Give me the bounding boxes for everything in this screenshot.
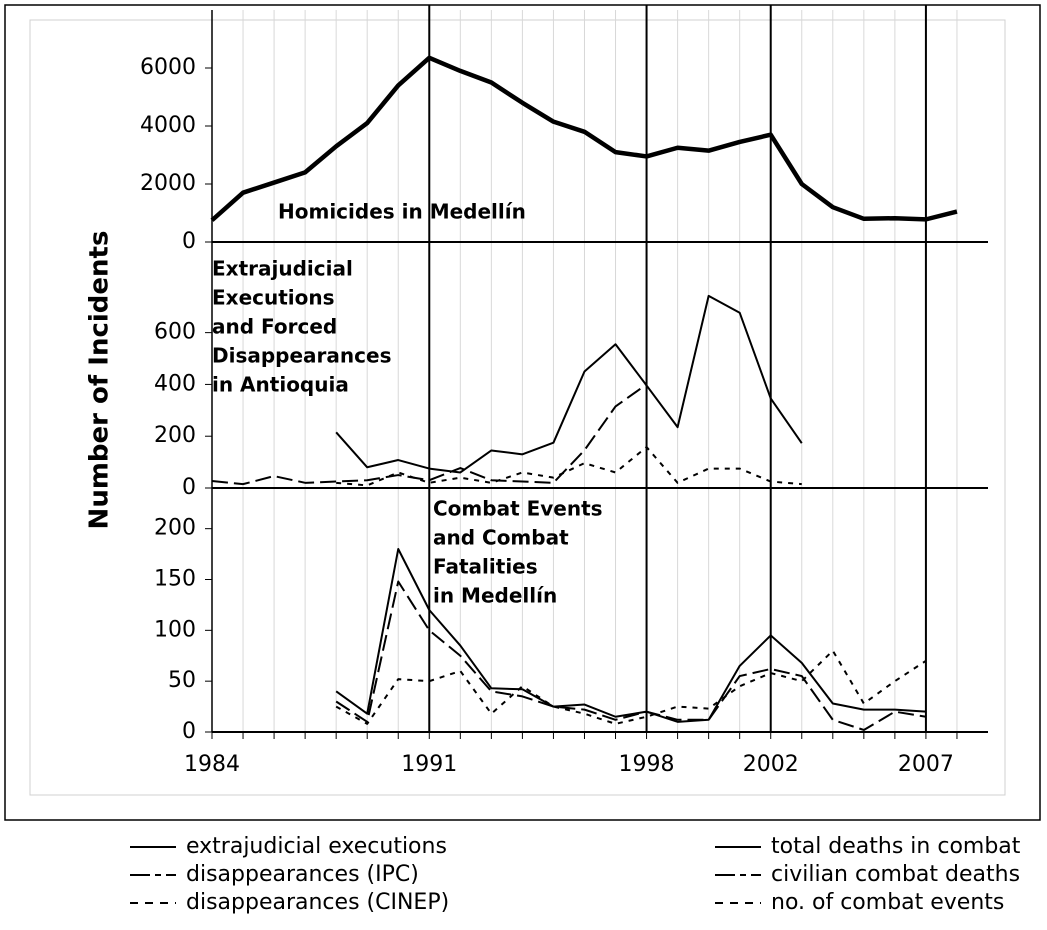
outer-frame — [4, 4, 1041, 821]
y-tick-label: 100 — [154, 617, 196, 642]
y-tick-label: 0 — [182, 719, 196, 744]
panel-annotation: Executions — [212, 286, 335, 310]
panel-annotation: Combat Events — [433, 497, 603, 521]
y-tick-label: 6000 — [140, 55, 196, 80]
x-tick-label: 1998 — [619, 752, 675, 777]
data-line — [335, 580, 927, 731]
panel-annotation: and Forced — [212, 315, 337, 339]
y-tick-label: 400 — [154, 371, 196, 396]
x-tick-label: 1991 — [401, 752, 457, 777]
data-line — [335, 548, 926, 723]
y-tick-label: 200 — [154, 516, 196, 541]
data-line — [335, 294, 803, 474]
panel-annotation: in Antioquia — [212, 373, 349, 397]
y-tick-label: 4000 — [140, 113, 196, 138]
legend-label: total deaths in combat — [771, 834, 1021, 859]
x-tick-label: 2002 — [743, 752, 799, 777]
legend-label: extrajudicial executions — [186, 834, 447, 859]
panel-annotation: Disappearances — [212, 344, 391, 368]
y-tick-label: 2000 — [140, 171, 196, 196]
y-tick-label: 200 — [154, 423, 196, 448]
x-tick-label: 1984 — [184, 752, 240, 777]
panel-annotation: Extrajudicial — [212, 257, 353, 281]
panel-annotation: Fatalities — [433, 555, 538, 579]
data-line — [335, 649, 927, 725]
y-tick-label: 150 — [154, 567, 196, 592]
legend-label: disappearances (IPC) — [186, 862, 419, 887]
legend-label: no. of combat events — [771, 890, 1004, 915]
x-tick-label: 2007 — [898, 752, 954, 777]
data-line — [211, 383, 648, 486]
panel-annotation: in Medellín — [433, 584, 557, 608]
y-tick-label: 0 — [182, 475, 196, 500]
y-tick-label: 50 — [168, 668, 196, 693]
legend-label: civilian combat deaths — [771, 862, 1020, 887]
panel-annotation: Homicides in Medellín — [278, 200, 526, 224]
inner-frame — [29, 19, 1006, 796]
panel-annotation: and Combat — [433, 526, 569, 550]
data-line — [336, 446, 802, 487]
y-axis-label: Number of Incidents — [85, 231, 115, 530]
y-tick-label: 600 — [154, 320, 196, 345]
y-tick-label: 0 — [182, 229, 196, 254]
legend-label: disappearances (CINEP) — [186, 890, 449, 915]
data-line — [210, 55, 958, 222]
